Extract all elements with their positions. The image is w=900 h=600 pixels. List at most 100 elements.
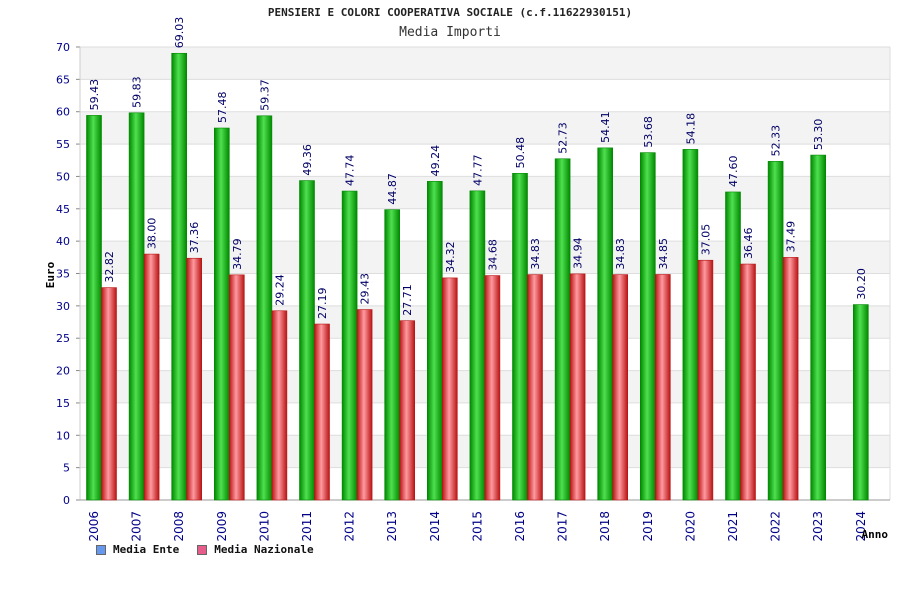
x-tick-label-2012: 2012 [343, 511, 357, 542]
data-label-media-nazionale-2019: 34.85 [657, 238, 670, 270]
bar-media-ente-2006 [86, 115, 102, 501]
x-axis: 2006 2007 2008 2009 2010 2011 2012 2013 2014 2015… [87, 511, 868, 542]
legend-label-media-nazionale: Media Nazionale [214, 543, 314, 556]
data-label-media-ente-2018: 54.41 [599, 111, 612, 143]
data-label-media-ente-2011: 49.36 [301, 144, 314, 176]
data-label-media-ente-2017: 52.73 [557, 122, 570, 154]
legend-swatch-media-ente [96, 544, 106, 555]
data-label-media-nazionale-2011: 27.19 [316, 288, 329, 320]
bar-media-nazionale-2018 [612, 274, 629, 501]
data-label-media-ente-2012: 47.74 [344, 155, 357, 187]
bar-media-ente-2011 [299, 180, 315, 501]
data-label-media-ente-2020: 54.18 [684, 113, 697, 145]
bar-media-ente-2020 [682, 149, 699, 501]
bar-media-nazionale-2010 [271, 310, 288, 501]
data-label-media-ente-2021: 47.60 [727, 155, 740, 187]
bar-media-nazionale-2020 [697, 259, 714, 501]
bar-media-nazionale-2011 [314, 323, 330, 501]
x-tick-label-2018: 2018 [598, 511, 612, 542]
y-tick-label: 10 [56, 429, 70, 442]
bar-media-ente-2009 [214, 127, 230, 501]
x-tick-label-2016: 2016 [513, 511, 527, 542]
bar-media-ente-2016 [512, 173, 528, 501]
bar-media-nazionale-2013 [399, 320, 416, 501]
bar-media-nazionale-2012 [356, 309, 373, 501]
y-tick-label: 25 [56, 332, 70, 345]
bar-media-ente-2013 [384, 209, 401, 501]
data-label-media-nazionale-2007: 38.00 [146, 218, 159, 250]
bar-media-nazionale-2019 [654, 274, 671, 501]
bar-media-ente-2018 [597, 147, 614, 501]
x-tick-label-2008: 2008 [172, 511, 186, 542]
bars: 59.43 32.82 59.83 38.00 69.03 37.36 57.48 34.79… [86, 17, 869, 501]
x-tick-label-2010: 2010 [257, 511, 271, 542]
bar-media-nazionale-2006 [101, 287, 117, 501]
x-tick-label-2020: 2020 [683, 511, 697, 542]
bar-media-nazionale-2014 [441, 277, 458, 501]
y-tick-label: 5 [63, 462, 70, 475]
x-tick-label-2024: 2024 [854, 511, 868, 542]
y-tick-label: 20 [56, 365, 70, 378]
bar-media-ente-2008 [171, 52, 187, 501]
bar-media-ente-2014 [426, 181, 443, 501]
y-tick-label: 15 [56, 397, 70, 410]
legend-swatch-media-nazionale [197, 544, 208, 555]
x-tick-label-2014: 2014 [428, 511, 442, 542]
y-tick-label: 70 [56, 41, 70, 54]
x-tick-label-2006: 2006 [87, 511, 101, 542]
data-label-media-nazionale-2017: 34.94 [572, 237, 585, 269]
bar-media-nazionale-2017 [569, 273, 586, 501]
bar-media-nazionale-2022 [782, 257, 799, 501]
data-label-media-ente-2009: 57.48 [216, 92, 229, 123]
x-tick-label-2013: 2013 [385, 511, 399, 542]
data-label-media-nazionale-2016: 34.83 [529, 238, 542, 270]
data-label-media-nazionale-2010: 29.24 [273, 274, 286, 306]
data-label-media-nazionale-2013: 27.71 [401, 284, 414, 316]
x-axis-label: Anno [862, 528, 889, 541]
data-label-media-nazionale-2020: 37.05 [699, 224, 712, 256]
data-label-media-ente-2014: 49.24 [429, 145, 442, 177]
data-label-media-ente-2019: 53.68 [642, 116, 655, 148]
data-label-media-ente-2016: 50.48 [514, 137, 527, 169]
y-tick-label: 55 [56, 138, 70, 151]
bar-media-ente-2010 [256, 115, 273, 501]
bar-media-ente-2012 [341, 190, 358, 501]
y-tick-label: 60 [56, 106, 70, 119]
x-tick-label-2023: 2023 [811, 511, 825, 542]
data-label-media-ente-2010: 59.37 [258, 79, 271, 111]
y-axis: 0 5 10 15 20 25 30 35 40 45 50 55 60 65 70 [56, 41, 70, 507]
bar-media-ente-2024 [852, 304, 869, 501]
bar-media-ente-2023 [810, 154, 827, 501]
y-tick-label: 40 [56, 235, 70, 248]
bar-media-nazionale-2015 [484, 275, 501, 501]
data-label-media-ente-2023: 53.30 [812, 119, 825, 151]
y-tick-label: 30 [56, 300, 70, 313]
data-label-media-ente-2022: 52.33 [770, 125, 783, 157]
x-tick-label-2011: 2011 [300, 511, 314, 542]
plot-band [80, 47, 890, 80]
legend-item-media-ente: Media Ente [96, 543, 179, 556]
x-tick-label-2009: 2009 [215, 511, 229, 542]
x-tick-label-2015: 2015 [470, 511, 484, 542]
bar-media-ente-2021 [725, 191, 741, 501]
x-tick-label-2021: 2021 [726, 511, 740, 542]
legend-label-media-ente: Media Ente [113, 543, 180, 556]
y-tick-label: 0 [63, 494, 70, 507]
plot-band [80, 79, 890, 112]
data-label-media-ente-2024: 30.20 [855, 268, 868, 300]
chart-subtitle: Media Importi [399, 25, 501, 40]
legend: Media Ente Media Nazionale [96, 543, 314, 556]
data-label-media-ente-2013: 44.87 [386, 173, 399, 205]
data-label-media-ente-2007: 59.83 [131, 76, 144, 108]
data-label-media-ente-2015: 47.77 [471, 154, 484, 186]
data-label-media-nazionale-2012: 29.43 [359, 273, 372, 305]
bar-media-ente-2007 [128, 112, 145, 501]
bar-media-nazionale-2016 [527, 274, 543, 501]
chart-title: PENSIERI E COLORI COOPERATIVA SOCIALE (c… [267, 6, 633, 19]
bar-media-nazionale-2007 [143, 253, 160, 501]
x-tick-label-2007: 2007 [130, 511, 144, 542]
bar-media-nazionale-2008 [186, 257, 202, 501]
data-label-media-ente-2006: 59.43 [88, 79, 101, 111]
x-tick-label-2017: 2017 [556, 511, 570, 542]
